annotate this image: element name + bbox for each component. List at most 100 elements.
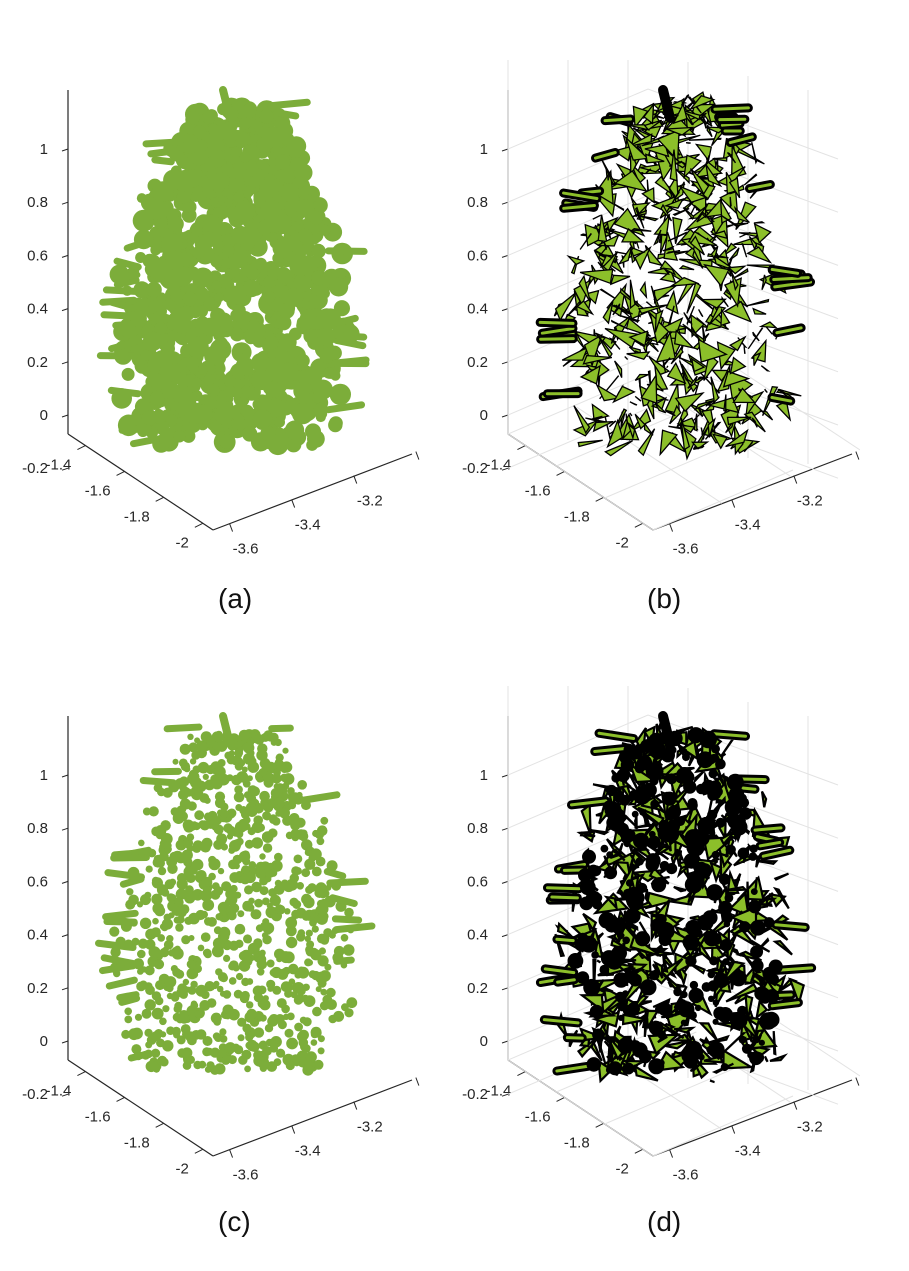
- point: [264, 214, 284, 233]
- point: [203, 812, 213, 821]
- point: [157, 934, 165, 942]
- mesh-triangle: [634, 395, 642, 402]
- point: [304, 935, 311, 942]
- x-tick-label: -2: [176, 534, 189, 551]
- point: [121, 367, 135, 381]
- mesh-triangle: [607, 1040, 612, 1068]
- point: [279, 764, 287, 772]
- point: [276, 1048, 286, 1058]
- point: [253, 1027, 265, 1038]
- mesh-void: [687, 870, 705, 889]
- mesh-triangle: [647, 267, 671, 275]
- mesh-triangle: [670, 346, 684, 365]
- mesh-triangle: [758, 321, 778, 329]
- mesh-void: [579, 896, 594, 911]
- mesh-void: [685, 919, 701, 936]
- mesh-void: [598, 911, 616, 929]
- point: [133, 281, 151, 299]
- mesh-triangle: [705, 164, 723, 188]
- branch: [326, 877, 369, 887]
- mesh-triangle: [657, 1035, 668, 1044]
- point: [272, 237, 293, 259]
- y-tick-label: -3.2: [797, 1119, 823, 1136]
- point: [239, 961, 246, 968]
- point: [208, 858, 221, 871]
- mesh-void: [647, 835, 661, 849]
- mesh-triangle: [700, 298, 727, 309]
- mesh-triangle: [701, 325, 707, 344]
- x-tick-label: -2: [176, 1160, 189, 1177]
- point: [289, 254, 311, 277]
- mesh-triangle: [604, 439, 634, 457]
- point: [197, 871, 205, 879]
- mesh-void: [707, 980, 720, 992]
- x-tick-label: -1.4: [486, 1083, 512, 1100]
- x-tick-label: -1.8: [564, 1134, 590, 1151]
- mesh-void: [652, 762, 659, 769]
- point: [155, 980, 165, 991]
- point: [178, 758, 188, 768]
- mesh-triangle: [566, 254, 586, 266]
- mesh-triangle: [751, 417, 758, 428]
- point: [315, 856, 326, 867]
- point: [233, 191, 245, 203]
- mesh-void: [699, 730, 717, 749]
- point: [271, 773, 282, 784]
- mesh-triangle: [590, 1038, 603, 1062]
- point: [124, 1015, 133, 1024]
- point: [204, 797, 211, 804]
- point: [247, 319, 260, 333]
- point: [274, 758, 283, 767]
- point: [262, 843, 273, 853]
- point: [316, 308, 337, 329]
- point: [163, 913, 172, 922]
- mesh-void: [656, 914, 667, 925]
- point: [213, 732, 225, 743]
- mesh-triangle: [628, 330, 649, 347]
- point: [142, 807, 151, 816]
- point: [290, 820, 301, 831]
- mesh-triangle: [712, 157, 728, 162]
- point: [326, 987, 336, 998]
- mesh-triangle: [643, 420, 654, 436]
- point: [210, 1047, 221, 1058]
- branch: [720, 122, 742, 127]
- mesh-void: [687, 798, 698, 808]
- point: [241, 103, 257, 119]
- mesh-triangle: [659, 234, 669, 254]
- point: [333, 1010, 345, 1022]
- point: [134, 1013, 143, 1021]
- point: [193, 1060, 202, 1070]
- point: [176, 915, 185, 924]
- mesh-triangle: [757, 903, 773, 907]
- y-tick: [229, 523, 234, 532]
- branch: [333, 331, 368, 341]
- mesh-triangle: [710, 230, 729, 240]
- point: [176, 188, 192, 204]
- point: [305, 947, 315, 957]
- z-tick: [501, 1093, 509, 1097]
- branch: [151, 156, 175, 166]
- point: [312, 1006, 322, 1017]
- mesh-void: [739, 807, 752, 820]
- mesh-void: [726, 773, 744, 791]
- point: [237, 1034, 245, 1042]
- mesh-triangle: [745, 881, 750, 907]
- point: [187, 733, 194, 740]
- point: [221, 881, 232, 892]
- branch: [332, 922, 376, 934]
- mesh-void: [617, 1001, 628, 1012]
- point: [284, 287, 304, 307]
- mesh-triangle: [628, 133, 653, 148]
- x-tick-label: -1.6: [525, 482, 551, 499]
- mesh-triangle: [630, 875, 640, 895]
- x-tick: [556, 470, 565, 476]
- point: [166, 1026, 175, 1035]
- y-tick: [353, 1101, 358, 1110]
- branch: [597, 731, 636, 741]
- branch: [333, 314, 359, 327]
- point: [202, 899, 215, 911]
- panel-d: -0.2 0 0.2 0.4 0.6 0.8 1 -1.4 -1.6 -1.8 -2 -3.6 -3.4…: [440, 686, 860, 1246]
- mesh-triangle: [637, 304, 669, 315]
- point: [306, 940, 315, 949]
